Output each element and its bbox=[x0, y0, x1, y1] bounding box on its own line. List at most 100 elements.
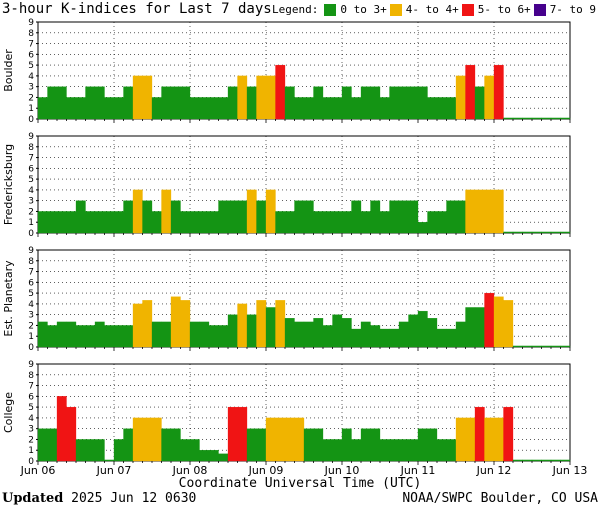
k-index-bar bbox=[113, 325, 124, 348]
k-index-bar bbox=[104, 325, 115, 348]
k-index-bar bbox=[455, 75, 466, 120]
y-tick-label: 1 bbox=[28, 332, 34, 342]
y-tick-label: 7 bbox=[28, 382, 34, 392]
k-index-bar bbox=[275, 300, 286, 348]
y-tick-label: 3 bbox=[28, 425, 34, 435]
y-tick-label: 2 bbox=[28, 321, 34, 331]
y-tick-label: 1 bbox=[28, 446, 34, 456]
k-index-bar bbox=[284, 211, 295, 234]
k-index-bar bbox=[446, 328, 457, 348]
panel-name: Est. Planetary bbox=[2, 260, 15, 337]
k-index-bar bbox=[275, 211, 286, 234]
k-index-bar bbox=[94, 321, 105, 348]
legend-text-quiet: 0 to 3+ bbox=[340, 3, 387, 16]
k-index-bar bbox=[313, 86, 324, 120]
k-index-bar bbox=[303, 200, 314, 234]
k-index-bar bbox=[531, 231, 542, 234]
k-index-bar bbox=[332, 314, 343, 348]
x-tick-label: Jun 08 bbox=[172, 464, 208, 477]
legend-text-active: 4- to 4+ bbox=[405, 3, 459, 16]
k-index-bar bbox=[142, 417, 153, 462]
y-tick-label: 0 bbox=[28, 457, 34, 467]
k-index-bar bbox=[94, 211, 105, 234]
k-index-bar bbox=[56, 321, 67, 348]
y-tick-label: 8 bbox=[28, 29, 34, 39]
k-index-bar bbox=[170, 428, 181, 462]
k-index-bar bbox=[218, 97, 229, 120]
k-index-bar bbox=[284, 318, 295, 348]
k-index-bar bbox=[332, 439, 343, 462]
k-index-bar bbox=[474, 307, 485, 348]
k-index-bar bbox=[417, 222, 428, 234]
k-index-bar bbox=[341, 211, 352, 234]
y-tick-label: 1 bbox=[28, 218, 34, 228]
k-index-bar bbox=[294, 417, 305, 462]
k-index-bar bbox=[37, 428, 48, 462]
y-tick-label: 2 bbox=[28, 435, 34, 445]
legend-label: Legend: bbox=[272, 3, 319, 16]
k-index-bar bbox=[370, 86, 381, 120]
updated-label: Updated bbox=[2, 491, 64, 506]
k-index-bar bbox=[104, 97, 115, 120]
k-index-bar bbox=[408, 314, 419, 348]
y-tick-label: 3 bbox=[28, 311, 34, 321]
k-index-bar bbox=[379, 328, 390, 348]
x-tick-label: Jun 12 bbox=[476, 464, 512, 477]
k-index-bar bbox=[465, 64, 476, 120]
k-index-bar bbox=[237, 303, 248, 348]
k-index-bar bbox=[332, 97, 343, 120]
y-tick-label: 6 bbox=[28, 278, 34, 288]
k-index-bar bbox=[170, 296, 181, 348]
k-index-bar bbox=[389, 439, 400, 462]
k-index-bar bbox=[503, 406, 514, 462]
k-index-bar bbox=[37, 211, 48, 234]
k-index-bar bbox=[541, 117, 552, 120]
y-tick-label: 7 bbox=[28, 268, 34, 278]
k-index-bar bbox=[180, 211, 191, 234]
k-index-bar bbox=[47, 86, 58, 120]
k-index-bar bbox=[237, 406, 248, 462]
k-index-bar bbox=[94, 439, 105, 462]
k-index-bar bbox=[85, 325, 96, 348]
k-index-bar bbox=[123, 86, 134, 120]
updated-value: 2025 Jun 12 0630 bbox=[71, 491, 197, 506]
k-index-bar bbox=[531, 345, 542, 348]
k-index-bar bbox=[436, 97, 447, 120]
y-tick-label: 6 bbox=[28, 164, 34, 174]
k-index-bar bbox=[161, 189, 172, 234]
k-index-bar bbox=[512, 231, 523, 234]
legend-item-severe: 7- to 9 bbox=[533, 3, 596, 16]
k-index-bar bbox=[493, 64, 504, 120]
k-index-bar bbox=[379, 211, 390, 234]
y-tick-label: 4 bbox=[28, 72, 34, 82]
k-index-bar bbox=[75, 325, 86, 348]
panel-name: College bbox=[2, 392, 15, 433]
k-index-bar bbox=[360, 86, 371, 120]
k-index-bar bbox=[275, 417, 286, 462]
k-index-bar bbox=[341, 86, 352, 120]
k-index-bar bbox=[199, 97, 210, 120]
k-index-bar bbox=[294, 200, 305, 234]
k-index-bar bbox=[436, 328, 447, 348]
k-index-bar bbox=[104, 459, 115, 462]
k-index-bar bbox=[522, 459, 533, 462]
k-index-bar bbox=[142, 300, 153, 348]
k-index-bar bbox=[294, 321, 305, 348]
k-index-bar bbox=[389, 328, 400, 348]
k-index-bar bbox=[332, 211, 343, 234]
k-index-bar bbox=[465, 417, 476, 462]
k-index-bar bbox=[313, 318, 324, 348]
k-index-bar bbox=[66, 211, 77, 234]
k-index-bar bbox=[94, 86, 105, 120]
k-index-bar bbox=[123, 200, 134, 234]
panel-name: Fredericksburg bbox=[2, 144, 15, 225]
header: 3-hour K-indices for Last 7 days Legend:… bbox=[0, 0, 600, 22]
k-index-bar bbox=[227, 86, 238, 120]
k-index-bar bbox=[56, 396, 67, 462]
k-index-bar bbox=[389, 86, 400, 120]
k-index-bar bbox=[313, 211, 324, 234]
y-tick-label: 5 bbox=[28, 403, 34, 413]
k-index-bar bbox=[322, 97, 333, 120]
k-index-bar bbox=[484, 417, 495, 462]
k-index-bar bbox=[161, 428, 172, 462]
